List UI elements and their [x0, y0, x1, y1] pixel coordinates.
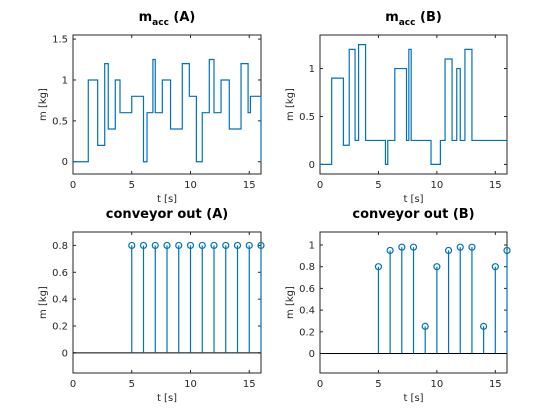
stem-marker [163, 241, 171, 250]
y-axis-label: m [kg] [38, 286, 49, 319]
chart-title: conveyor out (B) [352, 207, 474, 222]
conveyor-out-b-axes: 0 5 10 15 0 0.2 0.4 0.6 0.8 1 t [s] m [kg] conveyor … [285, 207, 511, 404]
y-tick-label: 0.6 [299, 284, 315, 295]
plot-frame [319, 34, 508, 175]
x-tick-label: 5 [375, 180, 381, 191]
stem-marker [409, 243, 418, 251]
title-main: m [139, 10, 153, 25]
x-tick-label: 0 [317, 180, 323, 191]
stem-marker [233, 241, 242, 250]
x-tick-label: 0 [317, 379, 323, 390]
y-tick-label: 0.4 [299, 306, 315, 317]
stem-marker [491, 263, 499, 271]
stem-marker [151, 241, 159, 250]
y-tick-label: 0 [62, 348, 68, 359]
stem-marker [433, 263, 441, 271]
x-axis-label: t [s] [403, 194, 423, 205]
title-suffix: (B) [415, 10, 441, 25]
y-tick-label: 0.8 [52, 241, 68, 252]
chart-title: conveyor out (A) [106, 207, 228, 222]
stem-marker [374, 263, 383, 271]
stem-marker [398, 243, 406, 251]
stem-marker [222, 241, 230, 250]
x-tick-label: 10 [431, 379, 444, 390]
stem-marker [480, 322, 488, 330]
x-axis-label: t [s] [157, 393, 177, 404]
m-acc-b-axes: 0 5 10 15 0 0.5 1 t [s] m [kg] macc (B) [285, 10, 508, 205]
y-tick-label: 0.8 [299, 262, 315, 273]
conveyor-out-a-axes: 0 5 10 15 0 0.2 0.4 0.6 0.8 t [s] m [kg] conveyor o… [38, 207, 265, 404]
title-subscript: acc [152, 18, 169, 28]
y-tick-label: 0.5 [52, 116, 68, 127]
stem-marker [257, 241, 265, 250]
stem-marker [139, 241, 148, 250]
y-axis-label: m [kg] [38, 88, 49, 121]
series-line [73, 58, 262, 163]
stem-marker [198, 241, 206, 250]
x-tick-label: 15 [243, 379, 256, 390]
y-axis-label: m [kg] [285, 88, 296, 121]
y-tick-label: 0 [309, 160, 315, 171]
title-subscript: acc [399, 18, 416, 28]
plot-frame [72, 34, 262, 175]
stem-marker [186, 241, 195, 250]
y-tick-label: 1.5 [52, 35, 68, 46]
x-tick-label: 15 [489, 379, 502, 390]
x-tick-label: 0 [70, 379, 76, 390]
x-axis-label: t [s] [403, 393, 423, 404]
y-tick-label: 0.5 [299, 112, 315, 123]
x-tick-label: 10 [184, 180, 197, 191]
stem-marker [386, 246, 394, 255]
stem-marker [468, 243, 476, 251]
x-tick-label: 5 [129, 379, 135, 390]
y-tick-label: 0 [62, 157, 68, 168]
y-tick-label: 1 [309, 241, 315, 252]
x-tick-label: 10 [431, 180, 444, 191]
x-tick-label: 5 [375, 379, 381, 390]
stem-marker [128, 241, 136, 250]
stem-marker [175, 241, 183, 250]
x-tick-label: 5 [129, 180, 135, 191]
stem-marker [210, 241, 218, 250]
stem-marker [456, 243, 464, 251]
chart-title: macc (B) [385, 10, 442, 28]
stem-marker [245, 241, 253, 250]
stem-marker [421, 322, 429, 330]
title-main: m [385, 10, 399, 25]
y-tick-label: 1 [309, 64, 315, 75]
chart-title: macc (A) [139, 10, 196, 28]
x-tick-label: 0 [70, 180, 76, 191]
x-tick-label: 15 [243, 180, 256, 191]
y-tick-label: 0.2 [52, 322, 68, 333]
y-axis-label: m [kg] [285, 286, 296, 319]
y-tick-label: 0.4 [52, 295, 68, 306]
y-tick-label: 0 [309, 349, 315, 360]
stem-marker [503, 246, 511, 255]
y-tick-label: 0.6 [52, 268, 68, 279]
x-tick-label: 15 [489, 180, 502, 191]
y-tick-label: 1 [62, 75, 68, 86]
x-axis-label: t [s] [157, 194, 177, 205]
series-line [320, 43, 507, 166]
title-suffix: (A) [169, 10, 195, 25]
m-acc-a-axes: 0 5 10 15 0 0.5 1 1.5 t [s] m [kg] macc (A) [38, 10, 262, 205]
stem-marker [444, 246, 453, 255]
x-tick-label: 10 [184, 379, 197, 390]
y-tick-label: 0.2 [299, 327, 315, 338]
